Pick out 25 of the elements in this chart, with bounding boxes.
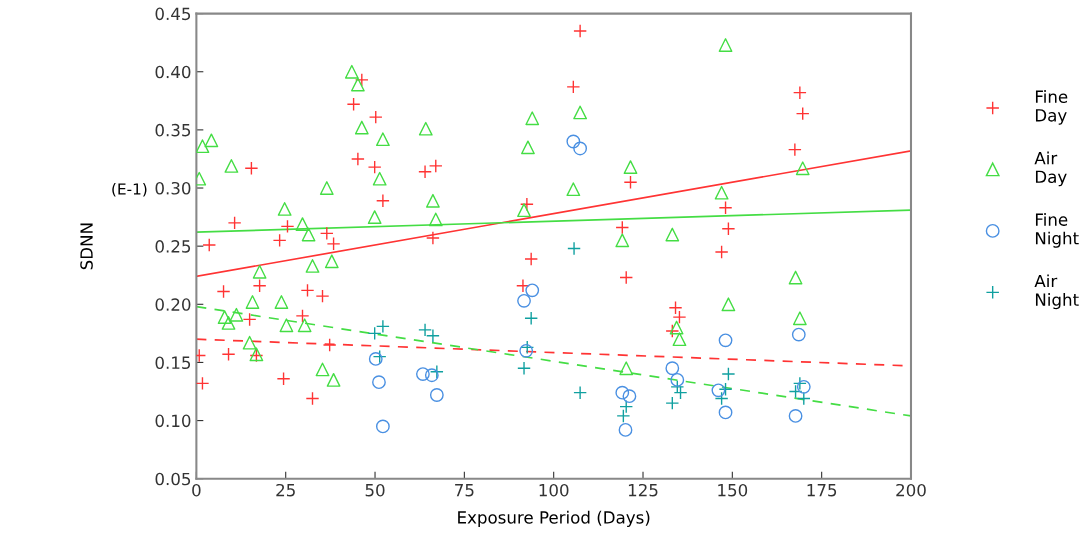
- y-tick-label: 0.05: [155, 472, 191, 486]
- y-tick-label: 0.35: [155, 123, 191, 137]
- x-tick-label: 150: [718, 483, 748, 497]
- x-tick-label: 200: [896, 483, 926, 497]
- text: (E-1): [112, 182, 147, 197]
- y-tick-label: 0.20: [155, 298, 191, 311]
- y-tick-label: 0.10: [155, 414, 191, 428]
- x-tick-label: 125: [628, 483, 658, 497]
- y-tick-label: 0.15: [155, 356, 191, 370]
- legend-label: Air Day: [1034, 151, 1067, 187]
- y-tick-label: 0.30: [155, 181, 191, 195]
- x-tick-label: 50: [365, 483, 385, 497]
- y-tick-label: 0.45: [155, 7, 191, 21]
- x-tick-label: 25: [276, 483, 295, 497]
- x-tick-label: 0: [192, 483, 201, 497]
- x-tick-label: 75: [455, 484, 474, 497]
- y-tick-label: 0.25: [155, 240, 191, 253]
- x-axis-title: Exposure Period (Days): [458, 510, 650, 527]
- x-tick-label: 175: [807, 484, 837, 497]
- legend-label: Fine Night: [1035, 212, 1079, 248]
- legend-label: Air Night: [1034, 274, 1079, 310]
- y-axis-title: SDNN: [80, 223, 93, 270]
- x-tick-label: 100: [539, 483, 569, 497]
- y-tick-label: 0.40: [155, 65, 191, 79]
- legend-label: Fine Day: [1035, 90, 1068, 125]
